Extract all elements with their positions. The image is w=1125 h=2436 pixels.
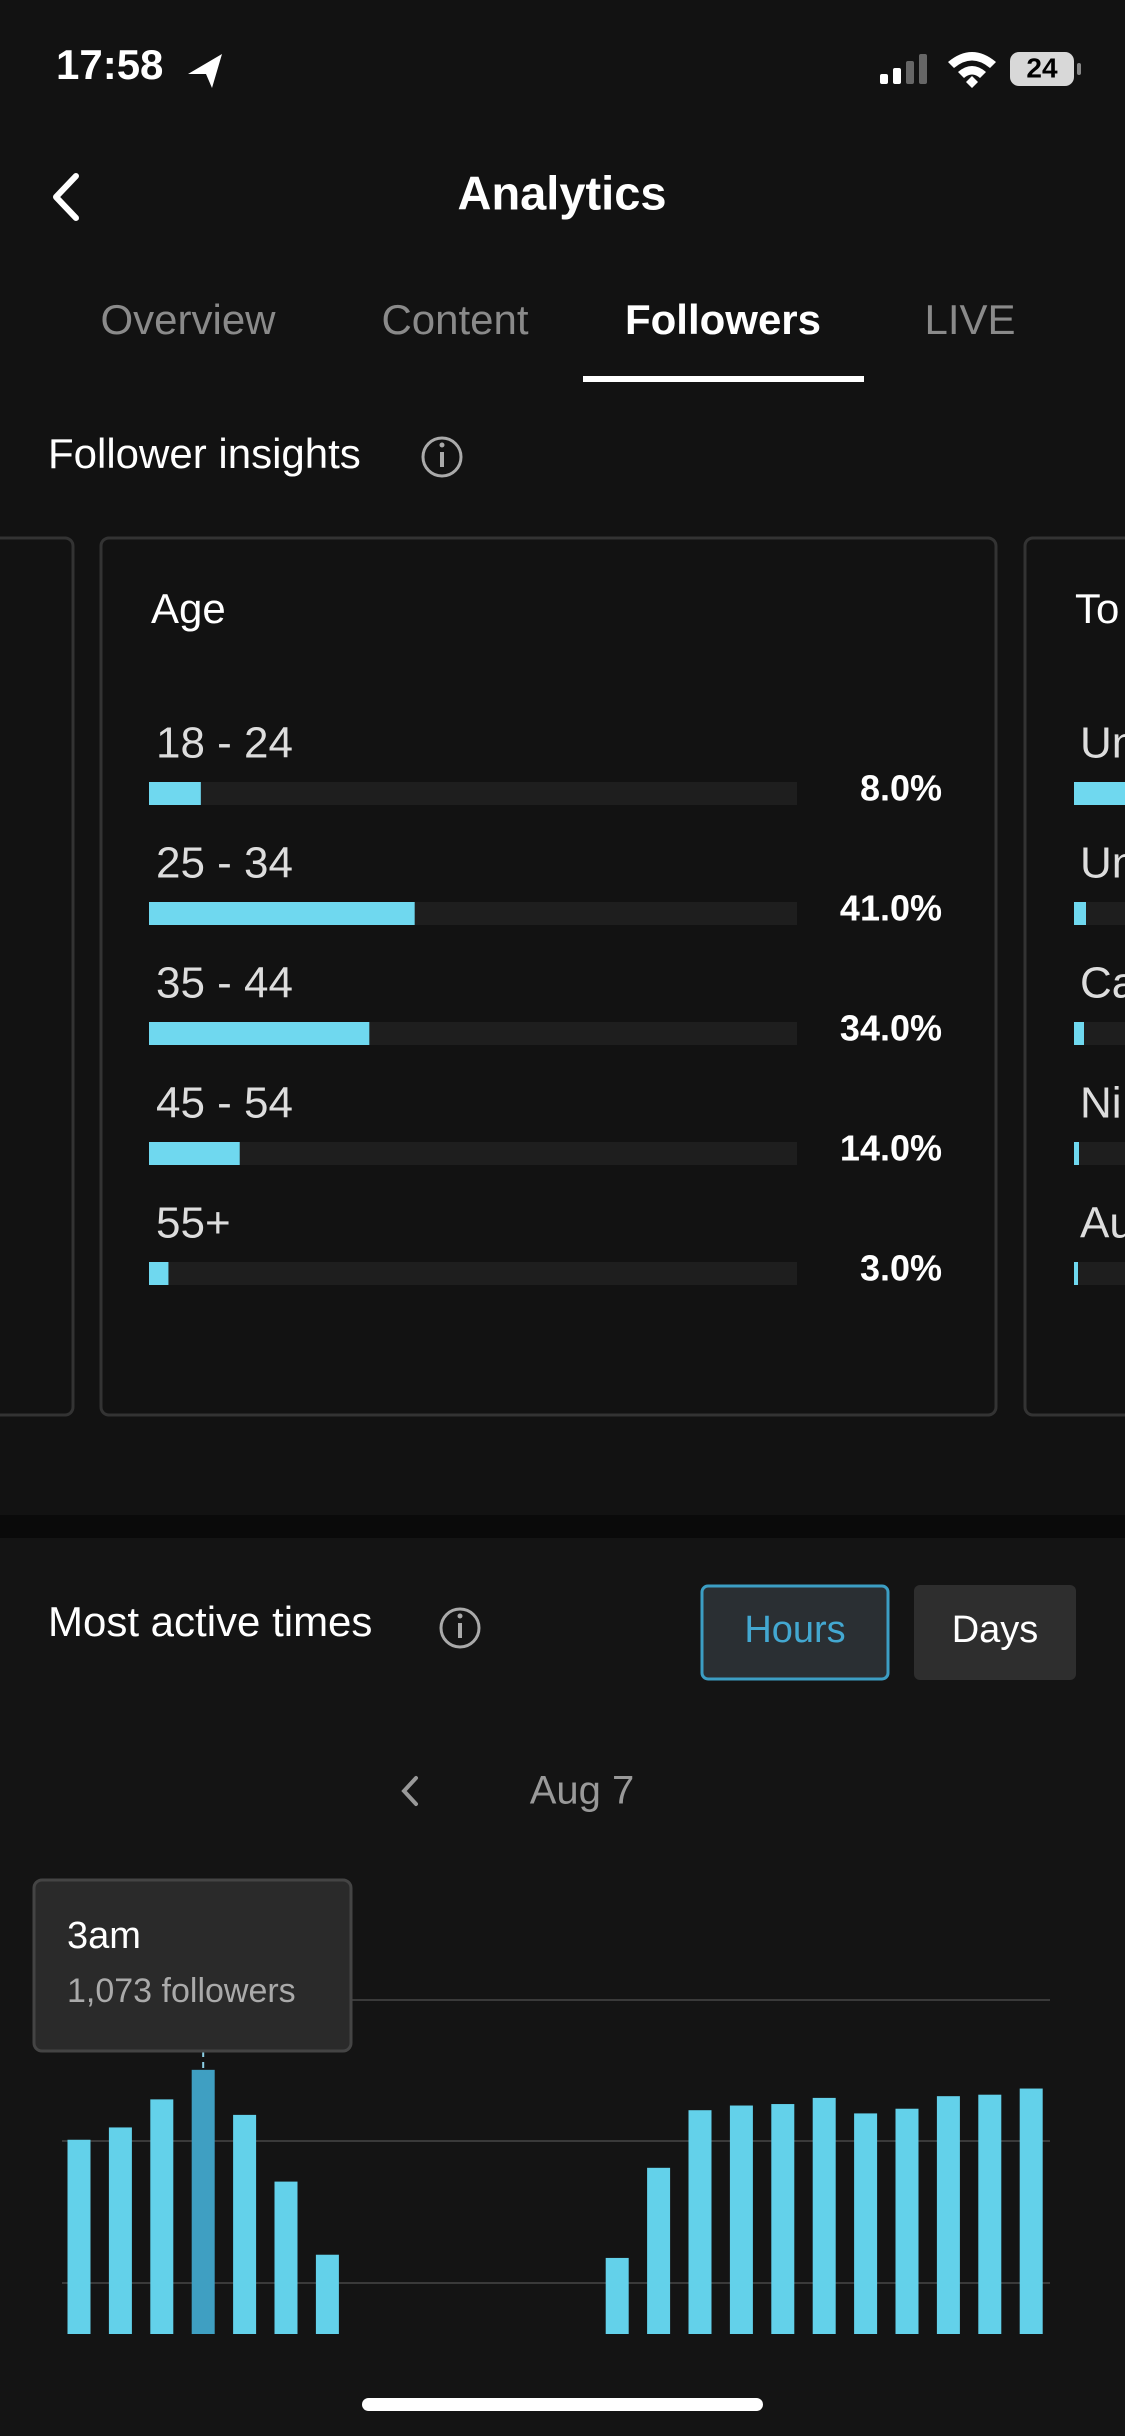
hours-chart (67, 2051, 1043, 2334)
bar-track (1074, 1142, 1125, 1165)
bar (149, 902, 415, 925)
hours-button[interactable] (700, 1584, 890, 1681)
bar-fill (1074, 1262, 1078, 1285)
hour-bar[interactable] (647, 2167, 671, 2334)
button-label: Hours (744, 1609, 845, 1651)
signal-icon (880, 54, 927, 84)
tab[interactable]: LIVE (924, 296, 1015, 343)
battery-level: 24 (1026, 52, 1058, 83)
hour-bar[interactable] (191, 2069, 215, 2334)
location-label: Un (1080, 839, 1125, 888)
section-title: Most active times (48, 1598, 372, 1645)
date-label: Aug 7 (530, 1769, 635, 1813)
location-icon (188, 54, 222, 88)
bar-fill (1074, 902, 1086, 925)
hour-bar[interactable] (895, 2108, 919, 2334)
battery-icon (1010, 52, 1074, 86)
hour-bar[interactable] (315, 2254, 339, 2334)
hour-bar[interactable] (729, 2105, 753, 2334)
age-card (99, 536, 998, 1417)
bar-track (1074, 902, 1125, 925)
prev-card[interactable] (0, 536, 75, 1417)
bar-track (1074, 1262, 1125, 1285)
next-card-rows: Un Un Ca Ni Au (1074, 719, 1125, 1285)
hour-bar[interactable] (605, 2257, 629, 2334)
location-label: Ca (1080, 959, 1125, 1008)
bar (149, 1142, 240, 1165)
button-label: Days (952, 1609, 1039, 1651)
hour-bar[interactable] (978, 2094, 1002, 2334)
card-title: To (1075, 585, 1119, 632)
hour-bar[interactable] (936, 2096, 960, 2334)
info-icon[interactable] (421, 436, 463, 478)
tab-underline (583, 376, 864, 382)
tab[interactable]: Followers (625, 296, 821, 343)
age-chart: 18 - 24 8.0% 25 - 34 41.0% 35 - 44 34.0% 45 - … (149, 719, 942, 1289)
divider (0, 1515, 1125, 1538)
bar-track (1074, 1022, 1125, 1045)
tooltip-value: 1,073 followers (67, 1972, 296, 2010)
bar (149, 1022, 370, 1045)
hour-bar[interactable] (108, 2127, 132, 2334)
tooltip-label: 3am (67, 1915, 141, 1957)
prev-date[interactable] (401, 1776, 418, 1806)
tab[interactable]: Content (381, 296, 528, 343)
home-indicator (362, 2398, 763, 2411)
card-title: Age (151, 585, 226, 632)
percent-label: 14.0% (840, 1128, 942, 1169)
location-label: Un (1080, 719, 1125, 768)
bar-track (149, 1262, 797, 1285)
status-time: 17:58 (56, 41, 163, 88)
location-label: Au (1080, 1199, 1125, 1248)
next-card[interactable] (1023, 536, 1125, 1417)
hour-bar[interactable] (274, 2181, 298, 2334)
wifi-icon (948, 52, 996, 88)
tooltip (32, 1878, 353, 2053)
page-title: Analytics (458, 166, 667, 219)
hour-bar[interactable] (771, 2104, 795, 2334)
section-title: Follower insights (48, 430, 361, 477)
percent-label: 41.0% (840, 888, 942, 929)
age-label: 25 - 34 (156, 839, 293, 888)
location-label: Ni (1080, 1079, 1122, 1128)
bar-track (149, 782, 797, 805)
bar (149, 782, 201, 805)
percent-label: 34.0% (840, 1008, 942, 1049)
age-label: 35 - 44 (156, 959, 293, 1008)
age-label: 45 - 54 (156, 1079, 293, 1128)
bar-track (149, 1142, 797, 1165)
bar (149, 1262, 169, 1285)
tab-bar: Overview Content Followers LIVE (100, 296, 1015, 343)
hour-bar[interactable] (1019, 2088, 1043, 2334)
info-icon[interactable] (439, 1607, 481, 1649)
bar-fill (1074, 1142, 1079, 1165)
battery-tip (1077, 63, 1081, 75)
percent-label: 3.0% (860, 1248, 942, 1289)
hour-bar[interactable] (688, 2110, 712, 2334)
hour-bar[interactable] (854, 2113, 878, 2334)
percent-label: 8.0% (860, 768, 942, 809)
days-button[interactable] (914, 1585, 1076, 1680)
hour-bar[interactable] (812, 2097, 836, 2334)
hour-bar[interactable] (150, 2099, 174, 2334)
age-label: 18 - 24 (156, 719, 293, 768)
bar-fill (1074, 1022, 1084, 1045)
back-button[interactable] (53, 173, 79, 221)
hour-bar[interactable] (67, 2139, 91, 2334)
bar-fill (1074, 782, 1125, 805)
tab[interactable]: Overview (100, 296, 276, 343)
age-label: 55+ (156, 1199, 231, 1248)
hour-bar[interactable] (233, 2114, 257, 2334)
